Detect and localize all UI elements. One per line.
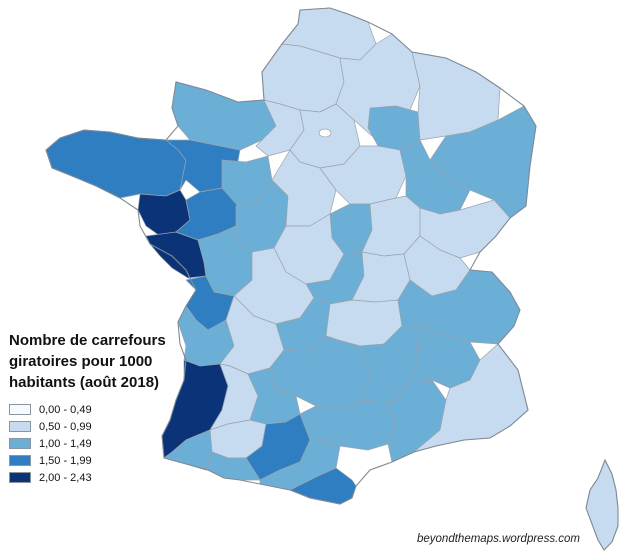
legend-label: 1,50 - 1,99	[39, 454, 92, 467]
legend-row: 1,00 - 1,49	[9, 435, 189, 452]
legend-row: 0,50 - 0,99	[9, 418, 189, 435]
paris-department	[318, 128, 332, 138]
department-loiret-cher	[271, 149, 337, 227]
map-legend: Nombre de carrefours giratoires pour 100…	[9, 330, 189, 486]
department-herault-gard	[299, 399, 397, 451]
legend-label: 1,00 - 1,49	[39, 437, 92, 450]
department-corse	[585, 459, 619, 551]
department-marne-ouest	[367, 105, 421, 151]
credit-text: beyondthemaps.wordpress.com	[417, 533, 580, 545]
legend-swatch-class-3	[9, 438, 31, 449]
department-eure	[255, 99, 305, 157]
legend-row: 0,00 - 0,49	[9, 401, 189, 418]
legend-title-line-2: giratoires pour 1000	[9, 353, 153, 370]
legend-label: 0,50 - 0,99	[39, 420, 92, 433]
legend-swatch-class-4	[9, 455, 31, 466]
legend-label: 2,00 - 2,43	[39, 471, 92, 484]
corsica-outline	[585, 458, 619, 551]
legend-swatch-class-1	[9, 404, 31, 415]
legend-row: 2,00 - 2,43	[9, 469, 189, 486]
legend-swatch-class-2	[9, 421, 31, 432]
france-outline	[45, 7, 537, 505]
legend-title: Nombre de carrefours giratoires pour 100…	[9, 330, 189, 393]
legend-title-line-3: habitants (août 2018)	[9, 374, 160, 391]
legend-label: 0,00 - 0,49	[39, 403, 92, 416]
legend-swatch-class-5	[9, 472, 31, 483]
legend-row: 1,50 - 1,99	[9, 452, 189, 469]
legend-title-line-1: Nombre de carrefours	[9, 332, 166, 349]
